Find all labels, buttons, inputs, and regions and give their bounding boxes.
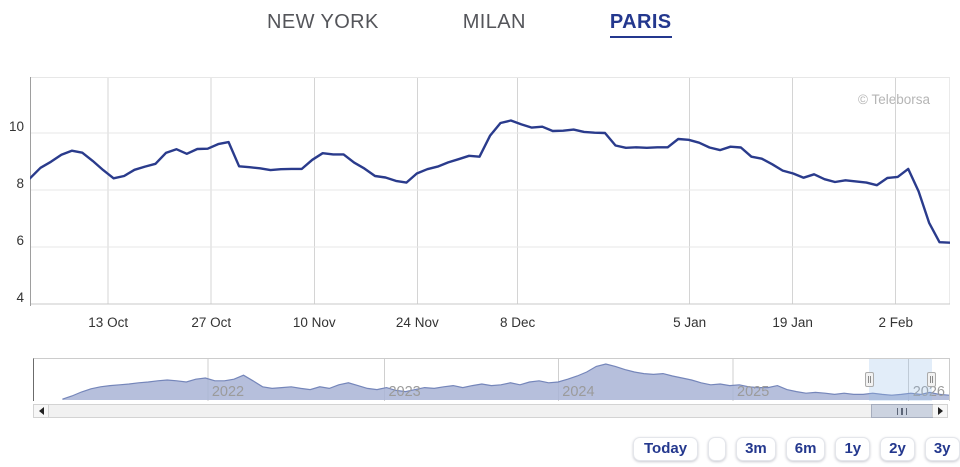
thumb-grip-icon (901, 407, 903, 415)
x-axis-label: 5 Jan (673, 315, 707, 330)
y-axis-label: 4 (16, 290, 24, 305)
price-line-series (28, 119, 952, 244)
range-button-today[interactable]: Today (633, 437, 699, 461)
scrollbar-thumb[interactable] (871, 404, 933, 418)
range-button-1y[interactable]: 1y (835, 437, 871, 461)
navigator-handle-right[interactable] (927, 372, 937, 387)
navigator-area-series (62, 364, 949, 400)
navigator-year-label: 2022 (211, 384, 245, 400)
navigator-svg (62, 359, 950, 401)
y-axis-label: 10 (8, 119, 24, 134)
range-button-2y[interactable]: 2y (880, 437, 915, 461)
scrollbar-right-arrow[interactable] (932, 405, 947, 417)
x-axis-label: 27 Oct (191, 315, 232, 330)
tab-milan[interactable]: MILAN (462, 11, 526, 33)
right-arrow-icon (937, 407, 943, 415)
thumb-grip-icon (905, 407, 908, 415)
range-selector: Today 3m 6m 1y 2y 3y 5y (633, 437, 960, 461)
tab-new-york[interactable]: NEW YORK (267, 11, 379, 33)
exchange-tabs: NEW YORK MILAN PARIS (267, 11, 672, 38)
teleborsa-watermark: © Teleborsa (858, 92, 930, 107)
scrollbar-track[interactable] (33, 404, 948, 418)
x-axis-label: 2 Feb (878, 315, 913, 330)
navigator-selected-range[interactable] (869, 359, 932, 401)
navigator-handle-left[interactable] (864, 372, 874, 387)
y-axis-label: 8 (16, 176, 24, 191)
navigator-year-label: 2024 (562, 384, 595, 400)
scrollbar-left-arrow[interactable] (34, 405, 49, 417)
x-axis-label: 10 Nov (292, 315, 336, 330)
range-button-blank[interactable] (708, 437, 727, 461)
x-axis-label: 13 Oct (88, 315, 129, 330)
range-button-6m[interactable]: 6m (785, 437, 826, 461)
range-button-3y[interactable]: 3y (924, 437, 960, 461)
navigator-year-label: 2023 (388, 384, 421, 400)
range-button-3m[interactable]: 3m (736, 437, 776, 461)
tab-paris[interactable]: PARIS (609, 11, 672, 38)
y-axis-label: 6 (16, 233, 24, 248)
navigator-line-series (62, 363, 950, 400)
main-chart[interactable] (28, 77, 952, 306)
x-axis-label: 19 Jan (772, 315, 813, 330)
navigator-year-label: 2025 (737, 384, 770, 400)
left-arrow-icon (38, 407, 44, 415)
price-plot-svg (28, 77, 952, 306)
navigator-year-label: 2026 (912, 384, 945, 400)
thumb-grip-icon (896, 407, 899, 415)
navigator[interactable]: 2022 2023 2024 2025 2026 (33, 358, 950, 401)
x-axis-label: 24 Nov (395, 315, 439, 330)
x-axis-label: 8 Dec (499, 315, 536, 330)
